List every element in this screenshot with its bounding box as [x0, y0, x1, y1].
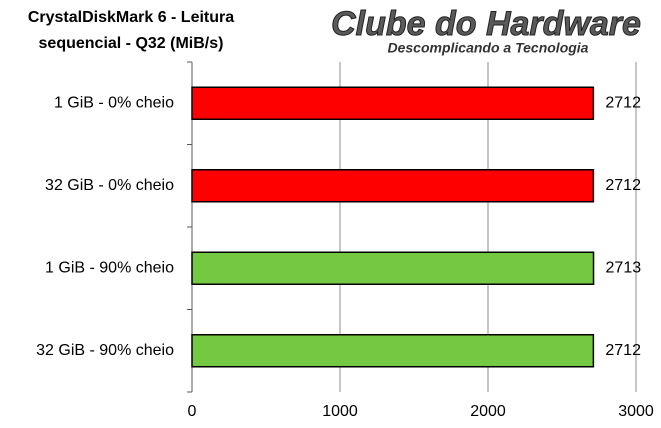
data-label: 2713 — [606, 259, 642, 276]
y-tick-label: 1 GiB - 0% cheio — [54, 94, 174, 111]
chart-title-line: sequencial - Q32 (MiB/s) — [39, 35, 224, 52]
data-label: 2712 — [605, 94, 641, 111]
x-tick-label: 3000 — [618, 403, 654, 420]
y-tick-label: 32 GiB - 90% cheio — [36, 342, 174, 359]
y-tick-label: 1 GiB - 90% cheio — [45, 259, 174, 276]
logo-tagline: Descomplicando a Tecnologia — [388, 40, 589, 56]
bar — [191, 251, 595, 285]
chart-title-line: CrystalDiskMark 6 - Leitura — [28, 9, 234, 26]
x-tick-label: 1000 — [322, 403, 358, 420]
y-tick-label: 32 GiB - 0% cheio — [45, 177, 174, 194]
data-label: 2712 — [605, 342, 641, 359]
bar — [191, 169, 595, 203]
logo-name: Clube do Hardware — [331, 5, 641, 43]
bar — [191, 86, 595, 120]
data-label: 2712 — [605, 177, 641, 194]
x-tick-label: 2000 — [470, 403, 506, 420]
x-tick-label: 0 — [188, 403, 197, 420]
bar — [191, 334, 595, 368]
